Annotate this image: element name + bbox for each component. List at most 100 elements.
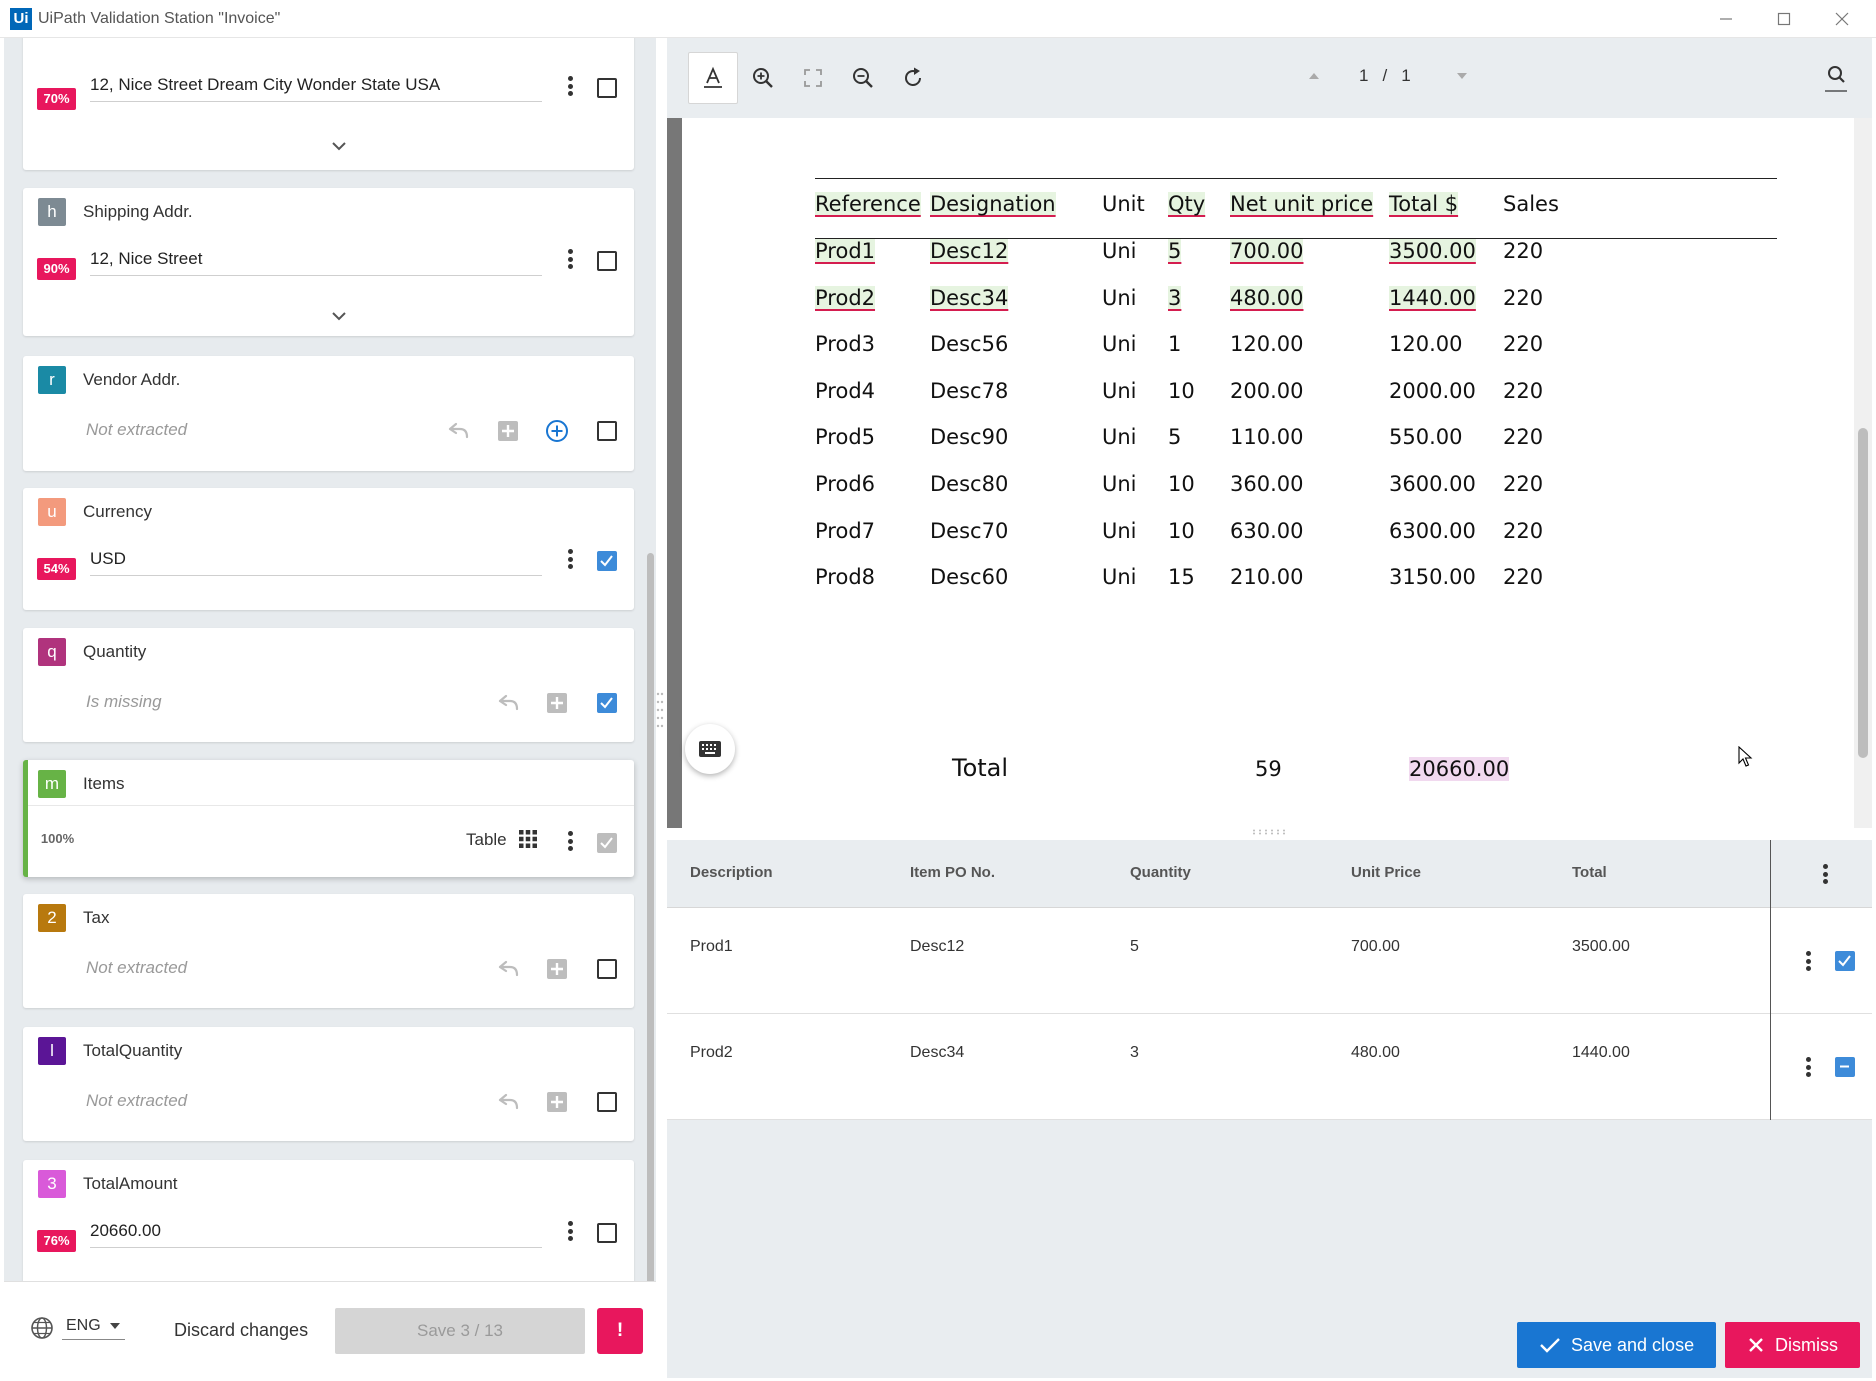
undo-button[interactable]: [495, 1089, 521, 1115]
field-value-input[interactable]: 20660.00: [90, 1216, 542, 1248]
field-card-quantity[interactable]: q Quantity Is missing: [23, 628, 634, 742]
document-viewer[interactable]: Total 59 20660.00 Reference Designation Un…: [667, 118, 1872, 828]
doc-cell-reference[interactable]: Prod6: [815, 472, 876, 496]
doc-cell-designation[interactable]: Desc60: [930, 565, 1009, 590]
table-more-options-icon[interactable]: [1820, 861, 1830, 887]
undo-button[interactable]: [495, 690, 521, 716]
doc-cell-qty[interactable]: 15: [1168, 565, 1195, 590]
save-and-close-button[interactable]: Save and close: [1517, 1322, 1717, 1368]
cell-unit-price[interactable]: 480.00: [1351, 1044, 1400, 1061]
doc-cell-unit[interactable]: Uni: [1102, 425, 1137, 450]
field-value-input[interactable]: 12, Nice Street Dream City Wonder State …: [90, 70, 542, 102]
doc-cell-unit[interactable]: Uni: [1102, 472, 1137, 496]
confirm-checkbox[interactable]: [597, 833, 617, 853]
field-card-billing-address[interactable]: 70% 12, Nice Street Dream City Wonder St…: [23, 38, 634, 170]
confirm-checkbox[interactable]: [597, 1223, 617, 1243]
doc-cell-total[interactable]: 6300.00: [1389, 518, 1476, 543]
doc-cell-qty[interactable]: 5: [1168, 239, 1182, 263]
cell-description[interactable]: Prod1: [690, 938, 733, 955]
cell-unit-price[interactable]: 700.00: [1351, 938, 1400, 955]
doc-cell-designation[interactable]: Desc90: [930, 425, 1009, 450]
undo-button[interactable]: [495, 956, 521, 982]
doc-cell-reference[interactable]: Prod4: [815, 378, 876, 403]
table-row[interactable]: Prod2 Desc34 3 480.00 1440.00: [667, 1014, 1872, 1120]
row-more-options-icon[interactable]: [1803, 1054, 1813, 1080]
doc-cell-unit[interactable]: Uni: [1102, 378, 1137, 403]
add-value-button[interactable]: [495, 418, 521, 444]
page-current[interactable]: 1: [1359, 66, 1369, 85]
doc-cell-designation[interactable]: Desc78: [930, 378, 1009, 403]
more-options-icon[interactable]: [565, 828, 575, 854]
add-circle-button[interactable]: [544, 418, 570, 444]
doc-cell-net-unit-price[interactable]: 210.00: [1230, 565, 1304, 590]
doc-cell-sales[interactable]: 220: [1503, 285, 1544, 310]
dismiss-button[interactable]: Dismiss: [1725, 1322, 1860, 1368]
more-options-icon[interactable]: [565, 73, 575, 99]
rotate-button[interactable]: [888, 52, 938, 104]
more-options-icon[interactable]: [565, 1218, 575, 1244]
column-header-unit-price[interactable]: Unit Price: [1351, 864, 1422, 881]
doc-cell-total[interactable]: 1440.00: [1389, 285, 1476, 310]
zoom-out-button[interactable]: [838, 52, 888, 104]
confirm-checkbox[interactable]: [597, 551, 617, 571]
keyboard-shortcuts-button[interactable]: [685, 724, 735, 774]
fields-scrollbar[interactable]: [647, 553, 654, 1281]
fit-page-button[interactable]: [788, 52, 838, 104]
cell-item-po-no[interactable]: Desc34: [910, 1044, 965, 1061]
maximize-button[interactable]: [1756, 0, 1812, 38]
field-card-items[interactable]: m Items 100% Table: [23, 760, 634, 877]
doc-cell-unit[interactable]: Uni: [1102, 518, 1137, 543]
field-card-shipping-addr[interactable]: h Shipping Addr. 90% 12, Nice Street: [23, 188, 634, 336]
validation-alert-button[interactable]: !: [597, 1308, 643, 1354]
column-header-quantity[interactable]: Quantity: [1130, 864, 1191, 881]
add-value-button[interactable]: [544, 690, 570, 716]
doc-cell-net-unit-price[interactable]: 480.00: [1230, 285, 1304, 310]
confirm-checkbox[interactable]: [597, 1092, 617, 1112]
confirm-checkbox[interactable]: [597, 78, 617, 98]
chevron-down-icon[interactable]: [327, 140, 351, 154]
cell-total[interactable]: 1440.00: [1572, 1044, 1630, 1061]
column-header-total[interactable]: Total: [1572, 864, 1607, 881]
doc-cell-designation[interactable]: Desc56: [930, 332, 1009, 357]
confirm-checkbox[interactable]: [597, 693, 617, 713]
doc-cell-sales[interactable]: 220: [1503, 425, 1544, 450]
cell-quantity[interactable]: 3: [1130, 1044, 1139, 1061]
cell-item-po-no[interactable]: Desc12: [910, 938, 965, 955]
doc-header-designation[interactable]: Designation: [930, 192, 1056, 216]
doc-cell-unit[interactable]: Uni: [1102, 285, 1137, 310]
doc-total-label[interactable]: Total: [952, 754, 1009, 782]
confirm-checkbox[interactable]: [597, 421, 617, 441]
doc-cell-qty[interactable]: 10: [1168, 378, 1195, 403]
cell-total[interactable]: 3500.00: [1572, 938, 1630, 955]
doc-cell-total[interactable]: 550.00: [1389, 425, 1463, 450]
doc-cell-qty[interactable]: 5: [1168, 425, 1182, 450]
doc-cell-reference[interactable]: Prod5: [815, 425, 876, 450]
column-header-item-po-no[interactable]: Item PO No.: [910, 864, 996, 881]
doc-cell-qty[interactable]: 10: [1168, 518, 1195, 543]
row-confirm-checkbox[interactable]: [1835, 951, 1855, 971]
doc-cell-total[interactable]: 2000.00: [1389, 378, 1476, 403]
cell-description[interactable]: Prod2: [690, 1044, 733, 1061]
page-up-icon[interactable]: [1307, 71, 1321, 81]
doc-cell-net-unit-price[interactable]: 700.00: [1230, 239, 1304, 263]
panel-splitter-handle[interactable]: [656, 690, 664, 732]
more-options-icon[interactable]: [565, 246, 575, 272]
doc-header-reference[interactable]: Reference: [815, 192, 921, 216]
field-card-tax[interactable]: 2 Tax Not extracted: [23, 894, 634, 1008]
save-button[interactable]: Save 3 / 13: [335, 1308, 585, 1354]
text-select-button[interactable]: [688, 52, 738, 104]
doc-cell-reference[interactable]: Prod3: [815, 332, 876, 357]
field-value-input[interactable]: 12, Nice Street: [90, 244, 542, 276]
zoom-in-button[interactable]: [738, 52, 788, 104]
doc-header-total[interactable]: Total $: [1389, 192, 1459, 216]
scrollbar-thumb[interactable]: [1858, 428, 1868, 758]
table-row[interactable]: Prod1 Desc12 5 700.00 3500.00: [667, 908, 1872, 1014]
field-card-totalquantity[interactable]: l TotalQuantity Not extracted: [23, 1027, 634, 1141]
field-card-totalamount[interactable]: 3 TotalAmount 76% 20660.00: [23, 1160, 634, 1281]
doc-cell-designation[interactable]: Desc80: [930, 472, 1009, 496]
doc-cell-reference[interactable]: Prod1: [815, 239, 876, 263]
doc-total-qty[interactable]: 59: [1255, 757, 1282, 781]
open-table-button[interactable]: [515, 826, 541, 852]
cell-quantity[interactable]: 5: [1130, 938, 1139, 955]
doc-cell-net-unit-price[interactable]: 120.00: [1230, 332, 1304, 357]
